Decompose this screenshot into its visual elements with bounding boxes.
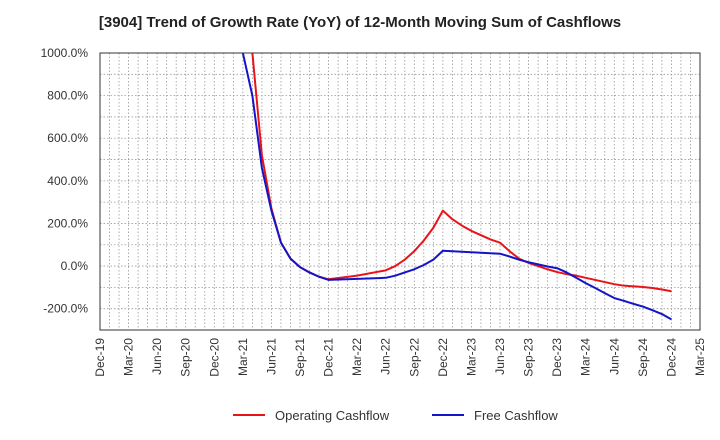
x-tick-label: Sep-24 [636, 338, 650, 377]
x-tick-label: Jun-21 [264, 338, 278, 375]
y-tick-label: 800.0% [47, 89, 88, 103]
x-tick-label: Sep-20 [179, 338, 193, 377]
chart-title: [3904] Trend of Growth Rate (YoY) of 12-… [98, 14, 622, 31]
y-tick-label: 200.0% [47, 216, 88, 230]
x-tick-label: Jun-24 [607, 338, 621, 375]
x-tick-label: Mar-20 [122, 338, 136, 376]
x-tick-label: Mar-24 [579, 338, 593, 376]
x-tick-label: Dec-24 [664, 338, 678, 377]
y-tick-label: 400.0% [47, 174, 88, 188]
x-tick-label: Jun-23 [493, 338, 507, 375]
x-tick-label: Sep-22 [407, 338, 421, 377]
x-tick-label: Mar-23 [464, 338, 478, 376]
x-tick-label: Mar-22 [350, 338, 364, 376]
x-tick-label: Sep-21 [293, 338, 307, 377]
x-tick-label: Dec-19 [93, 338, 107, 377]
x-tick-label: Mar-25 [693, 338, 707, 376]
x-tick-label: Sep-23 [522, 338, 536, 377]
x-tick-label: Jun-20 [150, 338, 164, 375]
x-tick-label: Dec-22 [436, 338, 450, 377]
y-tick-label: 1000.0% [41, 46, 89, 60]
series-line-free-cashflow [241, 53, 672, 321]
x-tick-label: Jun-22 [379, 338, 393, 375]
y-tick-label: 0.0% [61, 259, 89, 273]
x-tick-label: Mar-21 [236, 338, 250, 376]
y-tick-label: 600.0% [47, 131, 88, 145]
x-tick-label: Dec-20 [207, 338, 221, 377]
y-tick-label: -200.0% [43, 302, 88, 316]
legend-label: Free Cashflow [474, 408, 558, 423]
plot-frame [99, 52, 701, 331]
x-tick-label: Dec-21 [322, 338, 336, 377]
x-tick-label: Dec-23 [550, 338, 564, 377]
plot-area [100, 53, 700, 330]
legend-label: Operating Cashflow [275, 408, 390, 423]
